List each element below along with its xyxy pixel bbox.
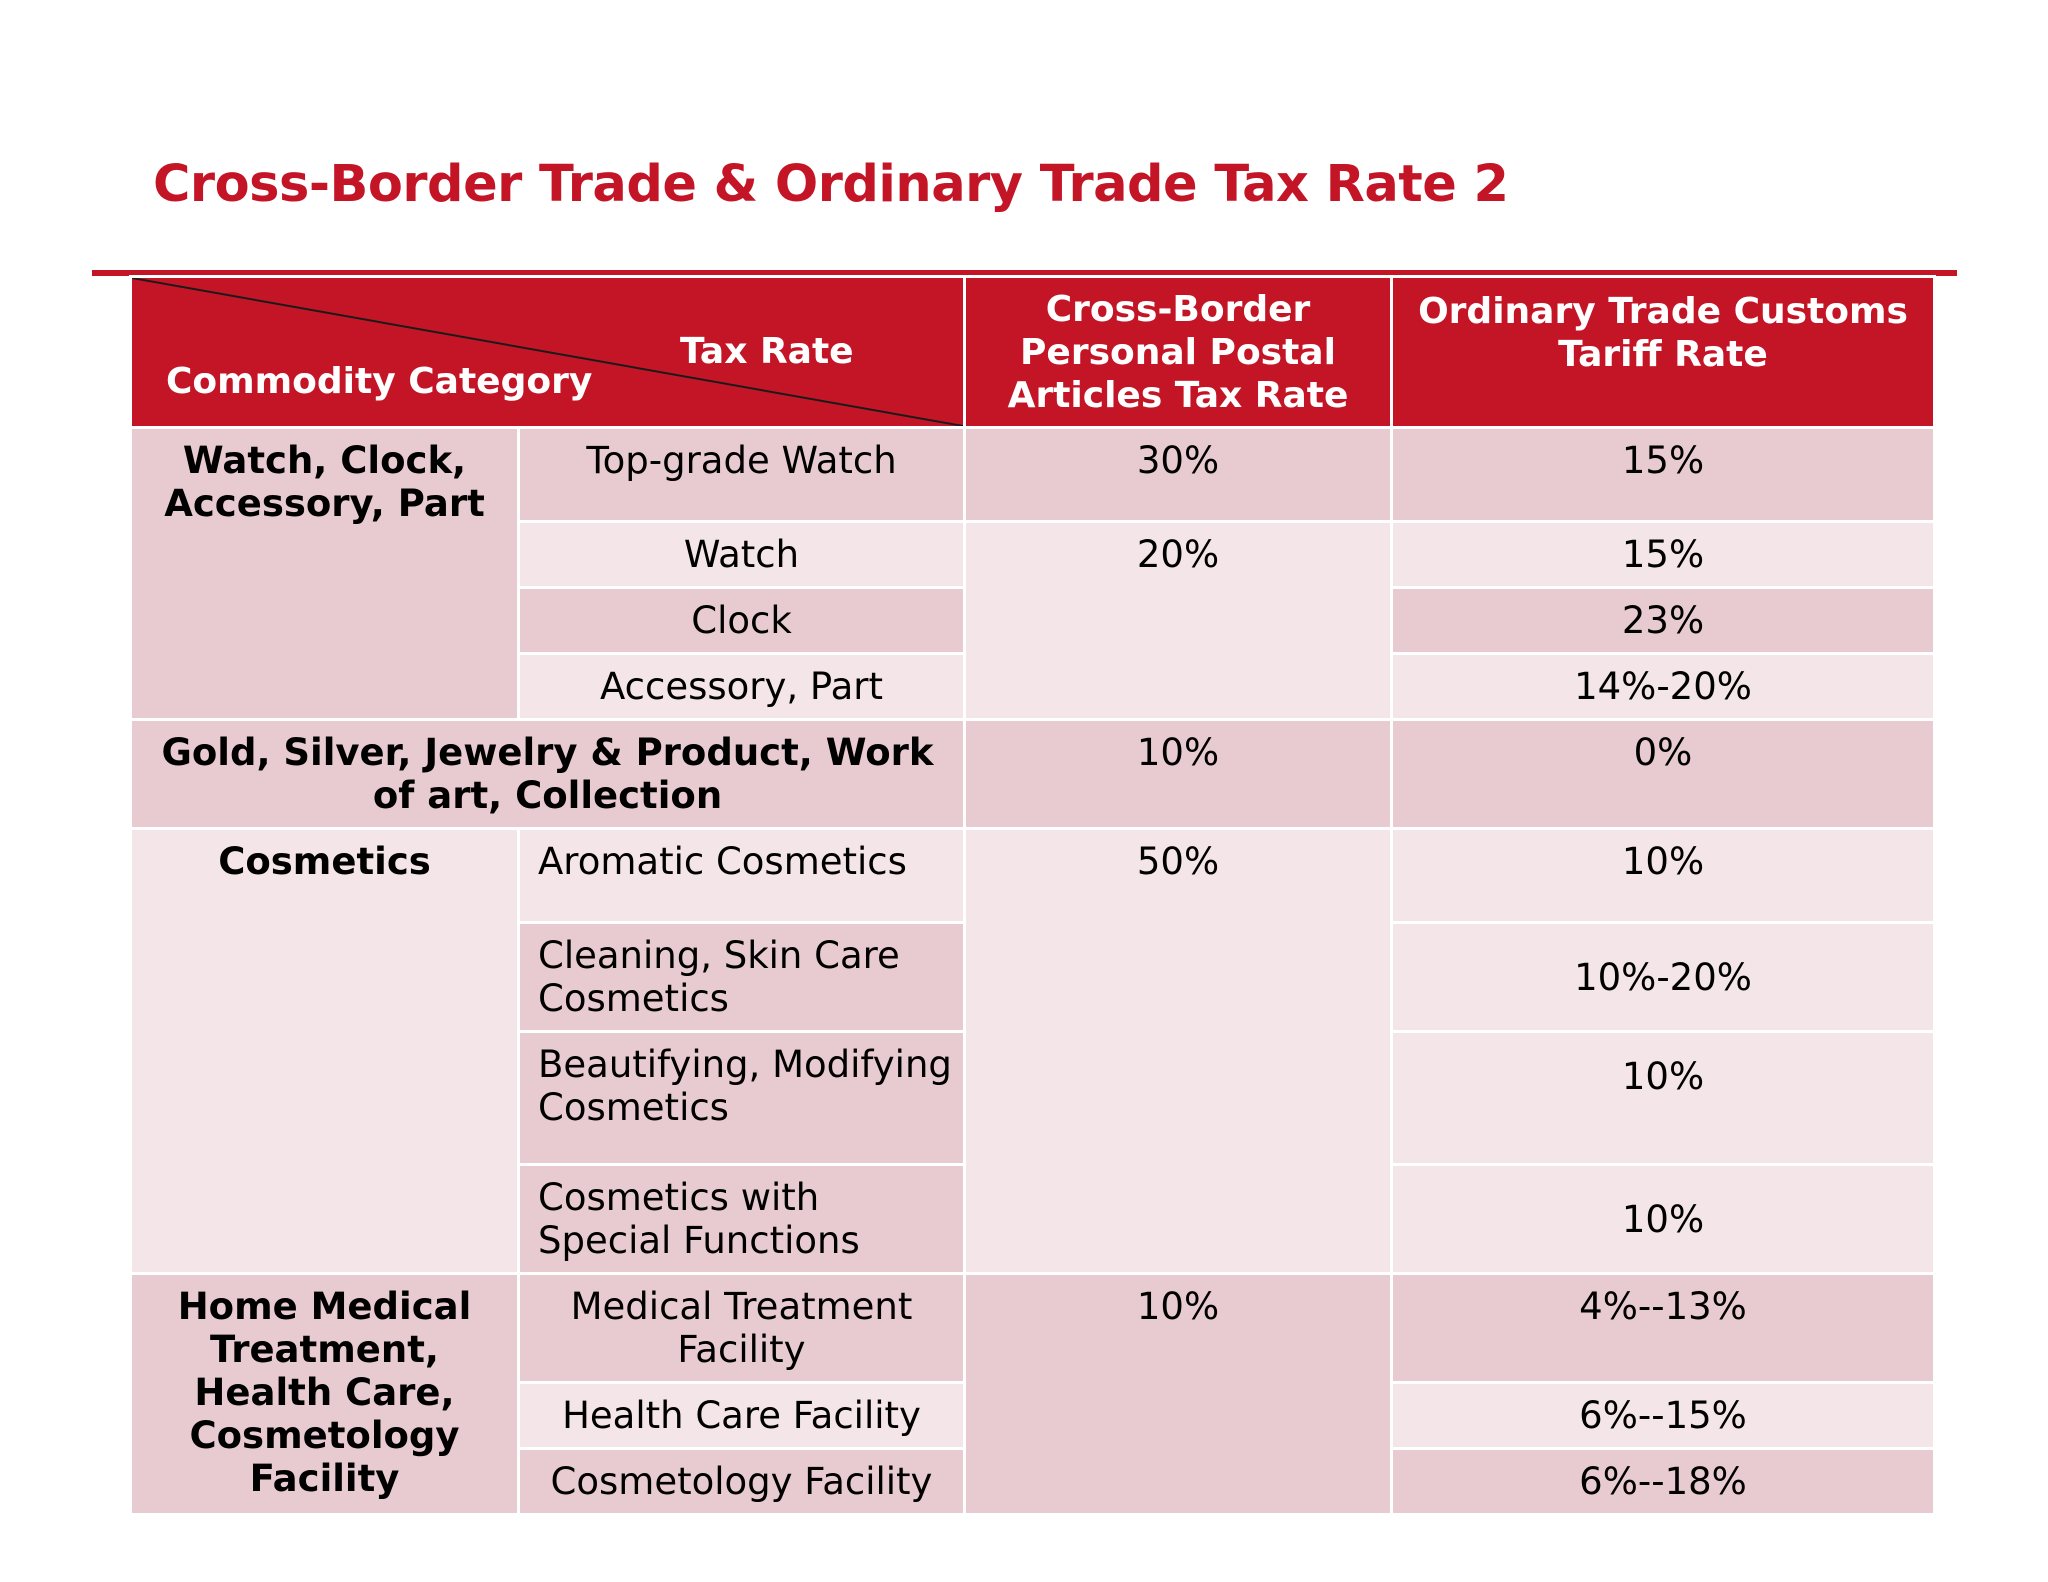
category-cosmetics: Cosmetics [129, 827, 520, 1275]
item-clock: Clock [517, 586, 966, 655]
cross-border-rate: 10% [963, 1272, 1393, 1516]
item-beautifying-modifying: Beautifying, Modifying Cosmetics [517, 1030, 966, 1166]
table-row: Cosmetics with Special Functions 10% [131, 1163, 1936, 1275]
table-row: Watch, Clock, Accessory, Part Top-grade … [129, 426, 1936, 721]
ordinary-rate: 15% [1390, 426, 1936, 523]
ordinary-rate: 10% [1390, 827, 1936, 924]
item-accessory-part: Accessory, Part [517, 652, 966, 721]
tax-rate-table: Tax Rate Commodity Category Cross-Border… [129, 275, 1936, 1516]
ordinary-rate: 0% [1390, 718, 1936, 830]
header-cross-border-rate: Cross-Border Personal Postal Articles Ta… [963, 275, 1393, 429]
ordinary-rate: 23% [1390, 586, 1936, 655]
ordinary-rate: 10%-20% [1390, 921, 1936, 1033]
item-medical-treatment-facility: Medical Treatment Facility [517, 1272, 966, 1384]
cross-border-rate: 10% [963, 718, 1393, 830]
header-commodity-category-label: Commodity Category [166, 361, 593, 402]
ordinary-rate: 6%--18% [1390, 1447, 1936, 1516]
table-row: Watch 20% 15% [131, 520, 1936, 721]
item-special-functions: Cosmetics with Special Functions [517, 1163, 966, 1275]
table-row: Home Medical Treatment, Health Care, Cos… [129, 1272, 1936, 1516]
header-ordinary-trade-rate: Ordinary Trade Customs Tariff Rate [1390, 275, 1936, 429]
cross-border-rate: 30% [963, 426, 1393, 523]
category-watch-clock: Watch, Clock, Accessory, Part [129, 426, 520, 721]
item-cosmetology-facility: Cosmetology Facility [517, 1447, 966, 1516]
category-gold-silver-jewelry: Gold, Silver, Jewelry & Product, Work of… [129, 718, 966, 830]
item-health-care-facility: Health Care Facility [517, 1381, 966, 1450]
diagonal-header-cell: Tax Rate Commodity Category [129, 275, 966, 429]
ordinary-rate: 15% [1390, 520, 1936, 589]
item-cleaning-skin-care: Cleaning, Skin Care Cosmetics [517, 921, 966, 1033]
table-row: Gold, Silver, Jewelry & Product, Work of… [129, 718, 1936, 830]
table-row: Cosmetics Aromatic Cosmetics 50% 10% [129, 827, 1936, 1275]
cross-border-rate: 50% [963, 827, 1393, 1275]
item-top-grade-watch: Top-grade Watch [517, 426, 966, 523]
item-aromatic-cosmetics: Aromatic Cosmetics [517, 827, 966, 924]
title-underline [92, 270, 1957, 276]
table-row: Accessory, Part 14%-20% [131, 652, 1936, 721]
category-home-medical: Home Medical Treatment, Health Care, Cos… [129, 1272, 520, 1516]
table-row: Beautifying, Modifying Cosmetics 10% [131, 1030, 1936, 1166]
ordinary-rate: 10% [1390, 1030, 1936, 1166]
item-watch: Watch [517, 520, 966, 589]
table-row: Cleaning, Skin Care Cosmetics 10%-20% [131, 921, 1936, 1033]
cross-border-rate: 20% [963, 520, 1393, 721]
table-row: Health Care Facility 6%--15% [131, 1381, 1936, 1450]
table-row: Cosmetology Facility 6%--18% [131, 1447, 1936, 1516]
ordinary-rate: 6%--15% [1390, 1381, 1936, 1450]
ordinary-rate: 14%-20% [1390, 652, 1936, 721]
diagonal-line [134, 279, 961, 425]
page-title: Cross-Border Trade & Ordinary Trade Tax … [153, 155, 1509, 214]
header-tax-rate-label: Tax Rate [680, 331, 854, 372]
table-row: Clock 23% [131, 586, 1936, 655]
table-header-row: Tax Rate Commodity Category Cross-Border… [129, 275, 1936, 429]
ordinary-rate: 10% [1390, 1163, 1936, 1275]
ordinary-rate: 4%--13% [1390, 1272, 1936, 1384]
